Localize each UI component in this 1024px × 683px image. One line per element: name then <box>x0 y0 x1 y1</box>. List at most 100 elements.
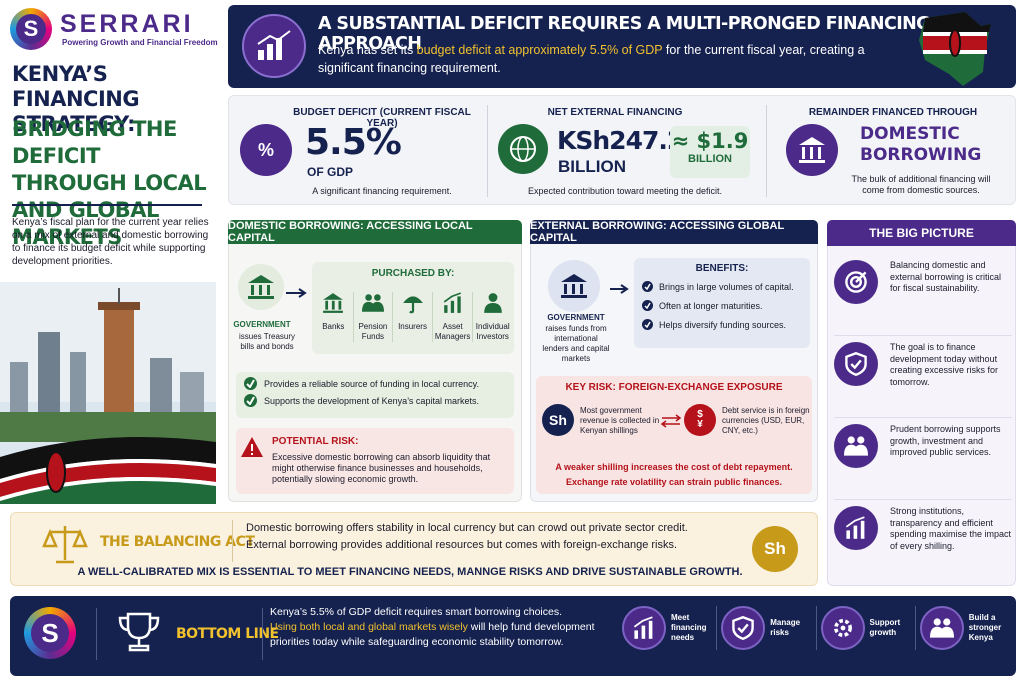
fx-risk-box <box>536 376 812 494</box>
check-mark <box>644 321 651 328</box>
checks-box <box>236 372 514 418</box>
goal: Build a stronger Kenya <box>914 606 1014 650</box>
bank-icon <box>786 124 838 176</box>
buyer: Asset Managers <box>431 292 473 342</box>
header-text-end: for the current fiscal year, creating a … <box>318 43 865 75</box>
benefits-list: Brings in large volumes of capital. Often… <box>642 281 808 338</box>
divider <box>262 608 263 660</box>
benefit-text: Often at longer maturities. <box>659 300 763 311</box>
buyer-label: Banks <box>322 322 345 331</box>
balancing-panel <box>10 512 818 586</box>
goal-icon <box>820 606 865 650</box>
big-picture-text: Prudent borrowing supports growth, inves… <box>890 424 1001 457</box>
buyer: Banks <box>314 292 353 342</box>
check-item: Supports the development of Kenya’s capi… <box>244 394 510 407</box>
title-rule <box>12 204 202 206</box>
benefit-icon <box>642 281 653 292</box>
big-picture-text: Balancing domestic and external borrowin… <box>890 260 1002 293</box>
check-text: Provides a reliable source of funding in… <box>264 378 479 389</box>
gov-icon <box>548 260 600 312</box>
buyers-title: PURCHASED BY: <box>371 268 455 279</box>
deficit-label: BUDGET DEFICIT (CURRENT FISCAL YEAR) <box>293 107 471 129</box>
check-mark <box>644 283 651 290</box>
logo-letter: S <box>31 614 69 652</box>
buyers-list: Banks Pension Funds Insurers Asset Managers… <box>314 292 512 342</box>
big-picture-title: THE BIG PICTURE <box>827 220 1016 246</box>
balancing-title: THE BALANCING ACT <box>100 534 255 550</box>
balancing-line: External borrowing provides additional r… <box>246 539 678 551</box>
icon <box>833 619 852 637</box>
benefit-icon <box>642 300 653 311</box>
icon <box>402 296 423 314</box>
goal-text: Support growth <box>869 618 901 637</box>
domestic-actor-text: issues Treasury bills and bonds <box>238 332 296 351</box>
buyer-icon <box>314 292 353 318</box>
bottom-line1: Kenya’s 5.5% of GDP deficit requires sma… <box>270 606 562 618</box>
remainder-value-line1: DOMESTIC <box>860 124 960 144</box>
fx-risk-line: A weaker shilling increases the cost of … <box>555 462 793 472</box>
balancing-lines: Domestic borrowing offers stability in l… <box>246 520 746 554</box>
divider <box>96 608 97 660</box>
check-mark <box>246 396 255 405</box>
bottom-highlight: Using both local and global markets wise… <box>270 621 468 633</box>
title-line1: KENYA’S FINANCING STRATEGY: <box>12 62 140 136</box>
arrow <box>610 284 629 294</box>
check-mark <box>246 379 255 388</box>
buyer-label: Individual Investors <box>475 322 510 341</box>
gov-icon <box>238 264 284 310</box>
remainder-label: REMAINDER FINANCED THROUGH <box>808 107 978 118</box>
big-picture-text: The goal is to finance development today… <box>890 342 999 387</box>
check-text: Supports the development of Kenya’s capi… <box>264 395 479 406</box>
check-icon <box>244 377 257 390</box>
buyer-icon <box>354 292 393 318</box>
kenya-map <box>919 12 991 86</box>
warning-icon <box>241 437 263 457</box>
benefit-item: Often at longer maturities. <box>642 300 808 311</box>
big-picture-icon <box>834 506 878 550</box>
fx-risk-title: KEY RISK: FOREIGN-EXCHANGE EXPOSURE <box>565 382 783 393</box>
buyer-icon <box>393 292 432 318</box>
benefits-box <box>634 258 810 348</box>
icon <box>483 293 502 313</box>
fx-risk-line: Exchange rate volatility can strain publ… <box>565 477 783 487</box>
icon <box>323 293 344 313</box>
goal-icon <box>622 606 666 650</box>
big-picture-list: Balancing domestic and external borrowin… <box>834 254 1012 582</box>
header-text-start: Kenya has set its <box>318 43 417 57</box>
dollar-sign: $ <box>697 409 703 420</box>
goal: Support growth <box>815 606 915 650</box>
logo-name: SERRARI <box>60 10 194 38</box>
big-picture-item: Balancing domestic and external borrowin… <box>834 254 1012 336</box>
stats-panel <box>228 95 1016 205</box>
big-picture-icon <box>834 260 878 304</box>
big-picture-item: The goal is to finance development today… <box>834 336 1012 418</box>
buyer-label: Insurers <box>398 322 427 331</box>
header-text: Kenya has set its budget deficit at appr… <box>318 41 878 77</box>
icon <box>732 616 755 640</box>
benefit-item: Brings in large volumes of capital. <box>642 281 808 292</box>
big-picture-item: Prudent borrowing supports growth, inves… <box>834 418 1012 500</box>
big-picture-item: Strong institutions, transparency and ef… <box>834 500 1012 582</box>
logo-letter: S <box>16 14 46 44</box>
goal-icon <box>721 606 766 650</box>
goal: Manage risks <box>716 606 815 650</box>
benefit-icon <box>642 319 653 330</box>
deficit-icon: % <box>240 124 292 176</box>
header-banner <box>228 5 1016 88</box>
bottom-text: Kenya’s 5.5% of GDP deficit requires sma… <box>270 605 615 650</box>
remainder-value-line2: BORROWING <box>860 145 982 165</box>
deficit-unit: OF GDP <box>307 165 354 179</box>
growth-icon <box>242 14 306 78</box>
deficit-note: A significant financing requirement. <box>312 186 452 196</box>
benefit-item: Helps diversify funding sources. <box>642 319 808 330</box>
big-picture-icon <box>834 424 878 468</box>
external-unit: BILLION <box>558 157 626 176</box>
icon <box>844 436 868 456</box>
revenue-text: Most government revenue is collected in … <box>580 406 660 435</box>
trophy-icon <box>118 612 160 652</box>
domestic-title: DOMESTIC BORROWING: ACCESSING LOCAL CAPI… <box>228 220 522 244</box>
logo-tagline: Powering Growth and Financial Freedom <box>62 38 218 47</box>
shilling-icon: Sh <box>542 404 574 436</box>
